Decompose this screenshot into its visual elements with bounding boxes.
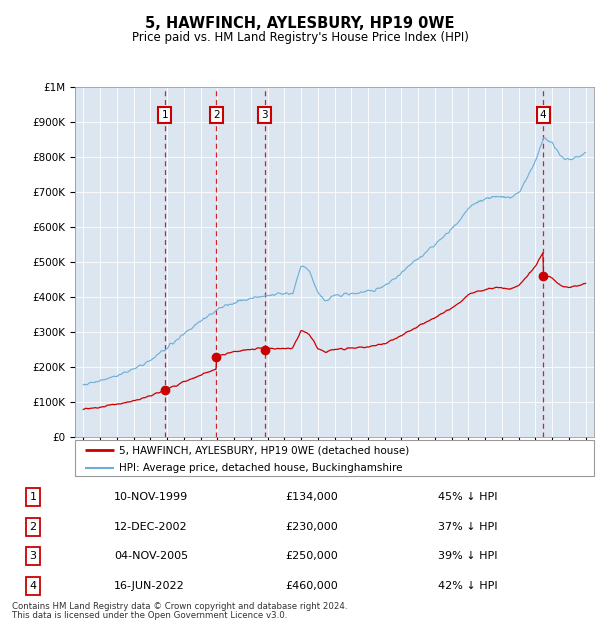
Text: 37% ↓ HPI: 37% ↓ HPI xyxy=(438,521,497,531)
Text: 04-NOV-2005: 04-NOV-2005 xyxy=(114,551,188,561)
Text: 16-JUN-2022: 16-JUN-2022 xyxy=(114,581,185,591)
FancyBboxPatch shape xyxy=(75,440,594,476)
Text: 39% ↓ HPI: 39% ↓ HPI xyxy=(438,551,497,561)
Text: £250,000: £250,000 xyxy=(286,551,338,561)
Text: 5, HAWFINCH, AYLESBURY, HP19 0WE (detached house): 5, HAWFINCH, AYLESBURY, HP19 0WE (detach… xyxy=(119,445,409,455)
Text: 10-NOV-1999: 10-NOV-1999 xyxy=(114,492,188,502)
Text: £460,000: £460,000 xyxy=(286,581,338,591)
Text: This data is licensed under the Open Government Licence v3.0.: This data is licensed under the Open Gov… xyxy=(12,611,287,620)
Text: 4: 4 xyxy=(29,581,37,591)
Text: 1: 1 xyxy=(29,492,37,502)
Text: 12-DEC-2002: 12-DEC-2002 xyxy=(114,521,188,531)
Text: 5, HAWFINCH, AYLESBURY, HP19 0WE: 5, HAWFINCH, AYLESBURY, HP19 0WE xyxy=(145,16,455,30)
Text: Contains HM Land Registry data © Crown copyright and database right 2024.: Contains HM Land Registry data © Crown c… xyxy=(12,602,347,611)
Text: 45% ↓ HPI: 45% ↓ HPI xyxy=(438,492,497,502)
Text: £134,000: £134,000 xyxy=(286,492,338,502)
Text: 3: 3 xyxy=(29,551,37,561)
Text: 4: 4 xyxy=(540,110,547,120)
Text: 2: 2 xyxy=(213,110,220,120)
Text: 3: 3 xyxy=(262,110,268,120)
Text: 42% ↓ HPI: 42% ↓ HPI xyxy=(438,581,497,591)
Text: Price paid vs. HM Land Registry's House Price Index (HPI): Price paid vs. HM Land Registry's House … xyxy=(131,31,469,44)
Text: 1: 1 xyxy=(161,110,168,120)
Text: 2: 2 xyxy=(29,521,37,531)
Text: HPI: Average price, detached house, Buckinghamshire: HPI: Average price, detached house, Buck… xyxy=(119,463,403,473)
Text: £230,000: £230,000 xyxy=(286,521,338,531)
